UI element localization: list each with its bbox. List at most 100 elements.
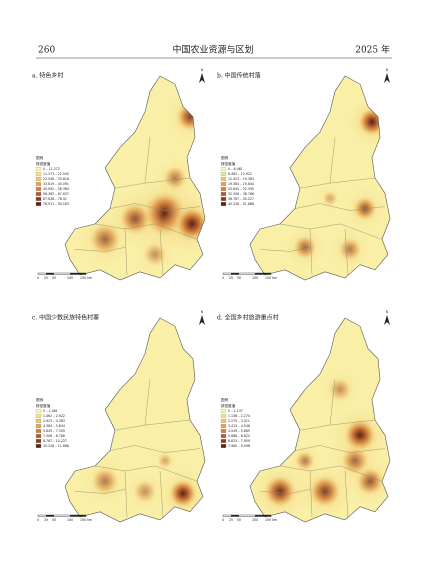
legend-label: 33.819 – 45.091 <box>43 182 69 186</box>
legend-swatch <box>35 409 42 413</box>
page-number: 260 <box>38 46 55 56</box>
admin-border <box>74 247 126 252</box>
legend-swatch <box>220 419 227 423</box>
hotspot <box>176 102 204 132</box>
legend-title: 图例 <box>36 155 44 160</box>
admin-border <box>259 489 311 494</box>
scale-label: 150 km <box>80 518 92 522</box>
legend-label: 38.767 – 45.227 <box>228 197 254 201</box>
legend-subtitle: 核密度值 <box>221 403 236 408</box>
legend-label: 6.823 – 7.959 <box>228 439 250 443</box>
legend-label: 22.546 – 33.818 <box>43 177 69 181</box>
hotspot <box>338 237 362 262</box>
journal-name: 中国农业资源与区划 <box>172 44 253 56</box>
legend-label: 0 – 6.461 <box>228 167 243 171</box>
scale-label: 150 km <box>265 276 277 280</box>
legend-label: 4.384 – 5.844 <box>43 424 65 428</box>
legend-label: 5.686 – 6.822 <box>228 434 250 438</box>
north-label: N <box>386 68 389 72</box>
admin-border <box>299 419 376 431</box>
hotspot <box>89 222 121 256</box>
legend-label: 7.306 – 8.766 <box>43 434 65 438</box>
hotspots <box>74 91 205 277</box>
legend-label: 8.767 – 10.227 <box>43 439 67 443</box>
hotspot <box>169 479 197 508</box>
legend-swatch <box>220 202 227 206</box>
density-map <box>64 317 206 523</box>
legend-label: 32.306 – 38.766 <box>228 192 254 196</box>
scale-bar-fill <box>231 515 239 517</box>
legend-label: 0 – 11.272 <box>43 167 60 171</box>
north-arrow <box>199 315 205 325</box>
legend-label: 7.960 – 9.096 <box>228 444 250 448</box>
panel-title: b. 中国传统村落 <box>217 72 261 80</box>
scale-label: 100 <box>67 518 73 522</box>
scale-label: 0 <box>222 276 224 280</box>
scale-label: 150 km <box>80 276 92 280</box>
scale-label: 0 <box>37 276 39 280</box>
scale-label: 0 <box>222 518 224 522</box>
panel-title: c. 中国少数民族特色村寨 <box>32 314 99 322</box>
legend-swatch <box>220 414 227 418</box>
legend-label: 45.092 – 56.364 <box>43 187 69 191</box>
scale-bar-fill <box>46 273 54 275</box>
legend-swatch <box>35 444 42 448</box>
admin-border <box>279 223 383 240</box>
admin-border <box>159 470 164 518</box>
admin-border <box>94 223 198 240</box>
legend-swatch <box>35 187 42 191</box>
hotspot <box>163 165 187 191</box>
legend-swatch <box>220 182 227 186</box>
admin-border <box>329 379 336 426</box>
legend-swatch <box>35 429 42 433</box>
legend-label: 0 – 1.461 <box>43 409 58 413</box>
admin-border <box>294 445 386 453</box>
hotspot <box>157 452 173 469</box>
scale-label: 25 <box>229 518 233 522</box>
legend-subtitle: 核密度值 <box>221 161 236 166</box>
legend-swatch <box>35 167 42 171</box>
scale-bar-fill <box>231 273 239 275</box>
legend-swatch <box>220 424 227 428</box>
legend-title: 图例 <box>221 155 229 160</box>
legend-label: 12.923 – 19.383 <box>228 177 254 181</box>
admin-border <box>279 465 383 482</box>
legend-label: 45.228 – 51.688 <box>228 202 254 206</box>
north-arrow <box>384 315 390 325</box>
hotspots <box>74 379 205 520</box>
legend-label: 19.384 – 25.844 <box>228 182 254 186</box>
legend-label: 2.275 – 3.411 <box>228 419 250 423</box>
legend-swatch <box>35 434 42 438</box>
scale-label: 150 km <box>265 518 277 522</box>
north-arrow <box>199 73 205 83</box>
scale-bar-fill <box>255 515 271 517</box>
legend-swatch <box>220 167 227 171</box>
legend-swatch <box>220 187 227 191</box>
north-label: N <box>201 310 204 314</box>
legend-label: 3.412 – 4.548 <box>228 424 250 428</box>
scale-bar-fill <box>255 273 271 275</box>
scale-label: 50 <box>52 276 56 280</box>
legend-swatch <box>220 439 227 443</box>
legend-swatch <box>35 414 42 418</box>
density-map <box>249 317 391 523</box>
legend-label: 78.911 – 90.183 <box>43 202 69 206</box>
legend-label: 1.138 – 2.274 <box>228 414 250 418</box>
scale-label: 100 <box>252 518 258 522</box>
legend-label: 25.845 – 32.305 <box>228 187 254 191</box>
legend-label: 6.462 – 12.922 <box>228 172 252 176</box>
legend-swatch <box>220 434 227 438</box>
admin-border <box>309 470 313 517</box>
admin-border <box>309 228 313 275</box>
legend-swatch <box>35 182 42 186</box>
legend-swatch <box>220 409 227 413</box>
hotspot <box>143 242 167 267</box>
hotspot <box>295 450 315 471</box>
admin-border <box>294 203 386 211</box>
admin-border <box>344 470 349 518</box>
admin-border <box>124 470 128 517</box>
